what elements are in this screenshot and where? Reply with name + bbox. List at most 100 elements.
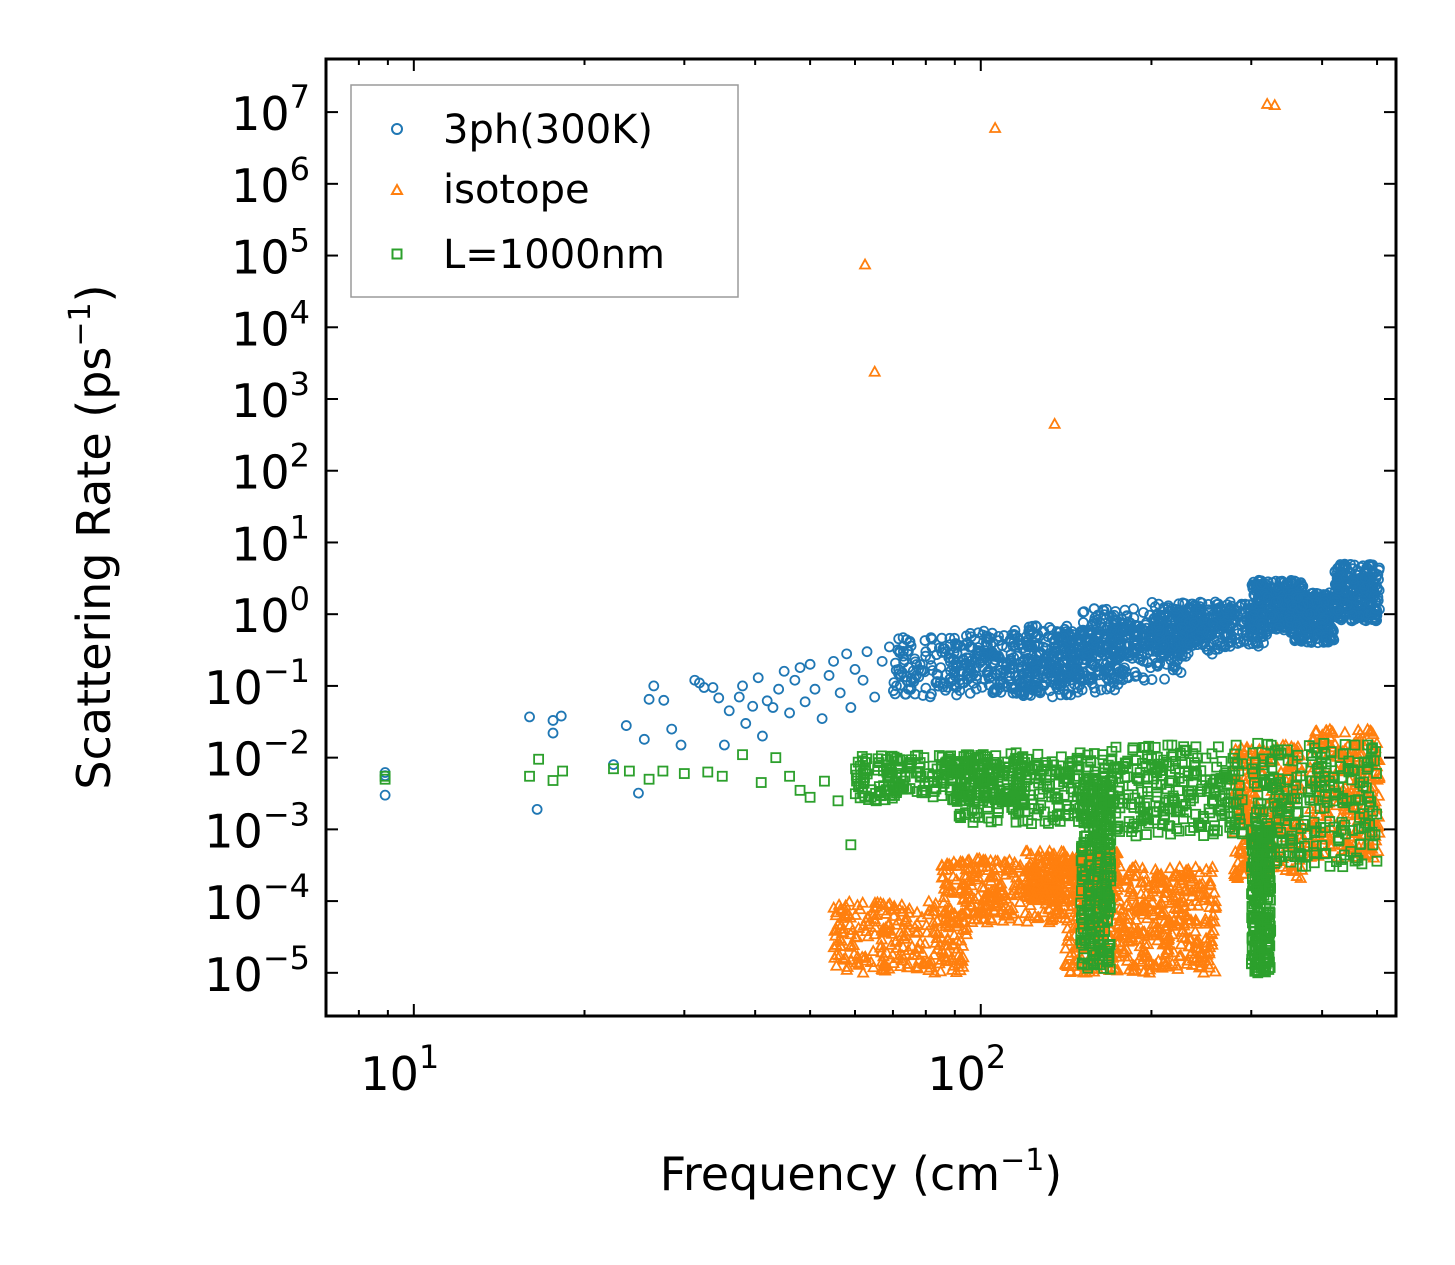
data-point: [849, 908, 863, 920]
data-point: [956, 922, 970, 935]
data-point: [895, 898, 909, 910]
data-point: [547, 715, 559, 726]
data-point: [920, 682, 932, 694]
data-point: [909, 653, 921, 665]
data-point: [834, 687, 846, 699]
data-point: [1188, 617, 1200, 629]
data-point: [956, 939, 970, 951]
data-point: [956, 959, 970, 972]
data-point: [816, 713, 828, 725]
data-point: [949, 638, 961, 649]
data-point: [1169, 661, 1181, 673]
data-point: [828, 924, 842, 936]
data-point: [1199, 608, 1211, 620]
data-point: [1255, 578, 1267, 590]
data-point: [935, 662, 947, 674]
data-point: [861, 646, 873, 658]
data-point: [1342, 599, 1353, 611]
data-point: [643, 693, 655, 705]
data-point: [1353, 610, 1365, 622]
data-point: [1193, 630, 1204, 642]
data-point: [1284, 613, 1296, 624]
data-point: [1146, 596, 1158, 608]
data-point: [964, 628, 976, 639]
data-point: [829, 908, 843, 921]
data-point: [1057, 632, 1069, 644]
data-point: [1270, 596, 1282, 607]
data-point: [1207, 618, 1219, 630]
data-point: [1170, 623, 1182, 634]
data-point: [890, 941, 904, 953]
data-point: [887, 909, 901, 921]
data-point: [904, 637, 916, 649]
data-point: [1372, 569, 1384, 581]
data-point: [1121, 610, 1133, 622]
data-point: [890, 657, 901, 669]
data-point: [1236, 616, 1248, 628]
data-point: [1092, 666, 1104, 678]
data-point: [920, 925, 934, 938]
data-point: [789, 674, 801, 686]
data-point: [856, 965, 870, 978]
data-point: [1297, 634, 1309, 645]
data-point: [842, 894, 856, 907]
data-point: [1159, 611, 1171, 623]
data-point: [784, 707, 795, 719]
data-point: [1064, 667, 1076, 679]
data-point: [1034, 685, 1045, 697]
data-point: [940, 684, 951, 696]
data-point: [1026, 620, 1038, 632]
data-point: [1372, 591, 1384, 603]
data-point: [841, 648, 853, 660]
data-point: [1364, 561, 1376, 572]
data-point: [740, 718, 752, 729]
data-point: [1338, 574, 1349, 586]
data-point: [804, 658, 816, 670]
data-point: [1154, 632, 1166, 644]
data-point: [926, 688, 937, 700]
data-point: [1077, 606, 1089, 618]
data-point: [1011, 650, 1023, 662]
data-point: [1173, 650, 1184, 661]
data-point: [1307, 587, 1319, 599]
data-point: [1187, 611, 1199, 623]
data-point: [1038, 665, 1049, 677]
data-point: [1169, 609, 1181, 621]
data-point: [1122, 650, 1134, 662]
data-point: [1170, 647, 1181, 659]
data-point: [926, 633, 938, 645]
data-point: [757, 730, 768, 742]
data-point: [929, 924, 943, 937]
data-point: [853, 902, 867, 915]
data-point: [1351, 564, 1363, 576]
data-point: [555, 710, 567, 722]
data-point: [379, 789, 391, 801]
data-point: [1159, 673, 1170, 685]
data-point: [1370, 602, 1381, 614]
data-point: [1256, 618, 1268, 630]
data-point: [950, 933, 964, 946]
data-point: [1047, 647, 1059, 659]
data-point: [1129, 666, 1141, 678]
data-point: [1159, 640, 1170, 652]
data-point: [1001, 641, 1013, 653]
data-point: [1290, 625, 1302, 637]
data-point: [1357, 587, 1369, 598]
data-point: [1065, 649, 1076, 661]
data-point: [1151, 659, 1163, 671]
data-point: [747, 700, 759, 712]
data-point: [1183, 637, 1195, 649]
data-point: [876, 655, 888, 667]
data-point: [994, 667, 1006, 679]
data-point: [773, 683, 785, 695]
data-point: [1331, 573, 1343, 584]
data-point: [1363, 559, 1375, 571]
data-point: [1104, 664, 1116, 675]
data-point: [823, 670, 835, 681]
data-point: [620, 720, 632, 731]
data-point: [889, 935, 903, 947]
data-point: [1089, 686, 1101, 698]
data-point: [901, 943, 915, 956]
data-point: [633, 787, 644, 799]
data-point: [988, 648, 1000, 660]
